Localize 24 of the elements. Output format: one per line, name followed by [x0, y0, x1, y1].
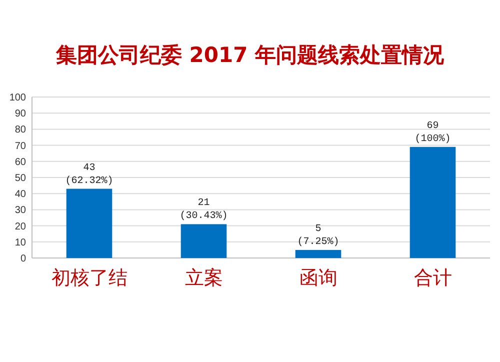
y-tick-label: 10: [14, 237, 26, 248]
y-tick-label: 50: [14, 173, 26, 184]
bar: [180, 224, 227, 258]
bar: [66, 188, 112, 258]
y-tick-label: 80: [14, 124, 26, 136]
x-tick-label: 函询: [299, 267, 338, 289]
y-tick-label: 40: [14, 189, 26, 200]
x-tick-label: 合计: [414, 267, 452, 289]
y-tick-label: 70: [14, 140, 26, 152]
chart-title: 集团公司纪委 2017 年问题线索处置情况: [54, 43, 446, 67]
y-tick-label: 60: [14, 156, 26, 168]
data-label: 69 (100%): [414, 120, 451, 145]
data-label: 43 (62.32%): [65, 162, 114, 187]
y-tick-label: 20: [14, 221, 26, 232]
data-label: 21 (30.43%): [180, 198, 228, 222]
y-tick-label: 100: [9, 92, 26, 104]
y-tick-label: 90: [14, 108, 26, 120]
x-tick-label: 立案: [184, 267, 223, 289]
bar: [295, 250, 342, 258]
data-label: 5 (7.25%): [297, 224, 340, 248]
y-tick-label: 30: [14, 205, 26, 216]
x-tick-label: 初核了结: [51, 267, 128, 289]
bar: [410, 146, 456, 258]
y-tick-label: 0: [20, 254, 26, 264]
